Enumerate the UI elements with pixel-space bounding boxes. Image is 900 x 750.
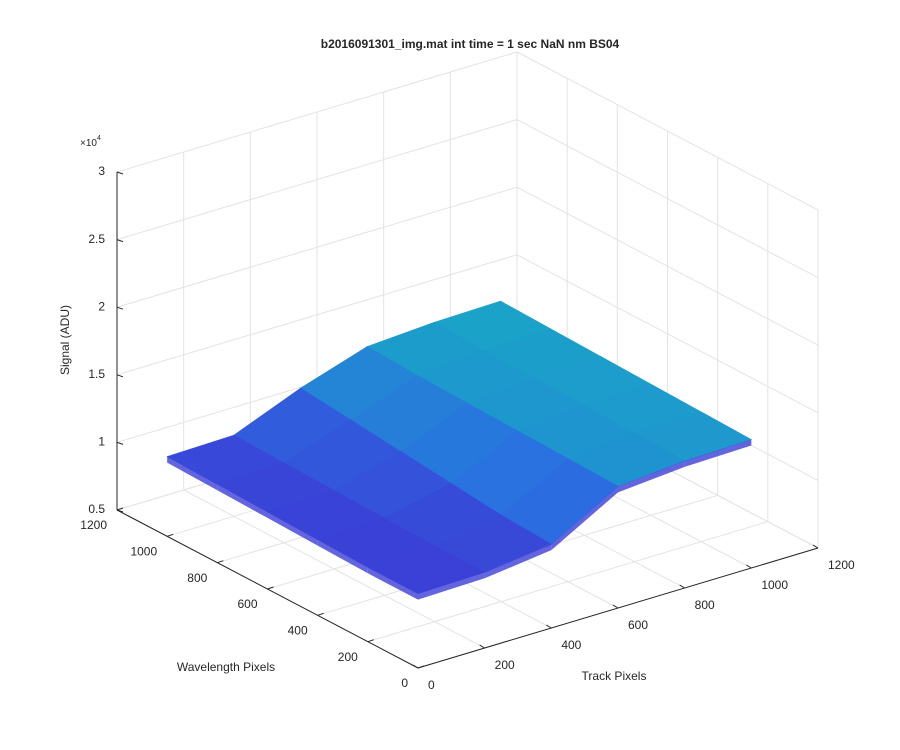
x-tick-label: 600 <box>628 618 648 632</box>
x-tick-label: 200 <box>495 658 515 672</box>
surface-edge <box>217 484 268 518</box>
tick-mark <box>612 604 619 609</box>
surface-edge <box>317 539 368 574</box>
grid-line <box>367 521 768 643</box>
x-tick-label: 400 <box>561 638 581 652</box>
surface-patch <box>367 545 486 594</box>
y-tick-label: 200 <box>338 650 358 664</box>
grid-line <box>116 254 518 376</box>
z-multiplier-base: ×10 <box>80 138 97 149</box>
z-tick-label: 1.5 <box>88 367 105 381</box>
surface-edge <box>618 460 685 493</box>
z-multiplier: ×104 <box>80 135 101 149</box>
y-tick-label: 1000 <box>130 545 157 559</box>
x-tick-label: 800 <box>695 598 715 612</box>
grid-line <box>516 186 819 346</box>
tick-mark <box>116 239 124 243</box>
tick-mark <box>412 664 419 669</box>
grid-line <box>116 119 518 241</box>
surface-edge <box>484 544 552 579</box>
y-tick-label: 0 <box>401 676 408 690</box>
z-axis-label: Signal (ADU) <box>58 305 72 375</box>
surface-edge <box>367 567 418 600</box>
tick-mark <box>679 584 685 589</box>
tick-mark <box>367 639 374 643</box>
y-tick-label: 1200 <box>80 518 107 532</box>
tick-mark <box>479 644 485 649</box>
tick-mark <box>116 441 124 445</box>
y-tick-label: 400 <box>288 624 308 638</box>
tick-mark <box>116 507 124 511</box>
tick-mark <box>116 509 124 513</box>
tick-mark <box>217 560 224 564</box>
tick-mark <box>812 544 819 549</box>
surface-edge <box>551 486 618 551</box>
surface-edge <box>267 511 318 546</box>
x-tick-label: 1000 <box>761 578 788 592</box>
tick-mark <box>546 624 552 629</box>
z-multiplier-exponent: 4 <box>97 135 101 142</box>
surface-edge <box>418 572 485 600</box>
z-tick-label: 2 <box>98 299 105 313</box>
tick-mark <box>116 306 124 310</box>
grid-line <box>516 254 819 414</box>
tick-mark <box>317 612 324 616</box>
tick-mark <box>116 374 124 378</box>
surface-edge <box>167 456 218 491</box>
y-tick-label: 800 <box>187 571 207 585</box>
y-tick-label: 600 <box>237 597 257 611</box>
tick-mark <box>267 586 274 590</box>
z-tick-label: 2.5 <box>88 232 105 246</box>
x-tick-label: 0 <box>428 678 435 692</box>
grid-line <box>516 119 819 279</box>
z-tick-label: 3 <box>98 164 105 178</box>
x-tick-label: 1200 <box>828 558 855 572</box>
tick-mark <box>417 665 425 669</box>
tick-mark <box>746 564 752 569</box>
y-axis-label: Wavelength Pixels <box>177 660 275 674</box>
grid-line <box>116 51 518 173</box>
z-tick-label: 1 <box>98 435 105 449</box>
grid-line <box>516 51 819 211</box>
chart-title: b2016091301_img.mat int time = 1 sec NaN… <box>321 37 620 51</box>
tick-mark <box>167 533 174 537</box>
surface-edge <box>684 439 752 467</box>
x-axis-label: Track Pixels <box>582 669 647 683</box>
z-tick-label: 0.5 <box>88 502 105 516</box>
grid-line <box>116 186 518 308</box>
tick-mark <box>116 171 124 175</box>
